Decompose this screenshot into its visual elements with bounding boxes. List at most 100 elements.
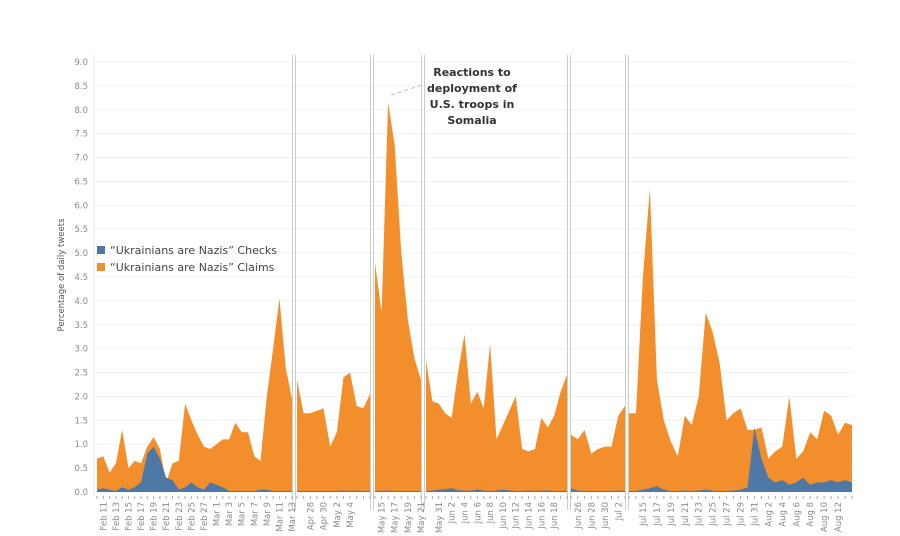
annotation: Reactions to deployment of U.S. troops i… — [427, 66, 517, 127]
x-tick-label: Feb 19 — [150, 502, 160, 531]
claims-area — [629, 188, 852, 492]
checks-area — [297, 490, 370, 492]
panel-3: May 15 May 17 May 19 May 21 — [374, 102, 427, 533]
x-tick-label: Jun 2 — [448, 502, 458, 524]
x-tick-label: Mar 7 — [250, 502, 260, 526]
x-tick-label: May 17 — [391, 502, 401, 533]
panel-1: Feb 11 Feb 13 Feb 15 Feb 17 Feb 19 Feb 21 Feb … — [96, 298, 298, 532]
x-tick-label: Jun 14 — [525, 502, 535, 530]
panel-6: Jul 15 Jul 17 Jul 19 Jul 21 Jul 23 Jul 25 Jul … — [628, 188, 853, 532]
legend-swatch-claims — [97, 263, 105, 271]
y-tick-label: 5.5 — [74, 225, 88, 235]
y-tick-label: 0.5 — [74, 464, 88, 474]
claims-area — [375, 102, 421, 492]
x-tick-label: Feb 17 — [137, 502, 147, 531]
x-tick-label: May 4 — [346, 502, 356, 528]
x-tick-label: Jun 6 — [473, 502, 483, 524]
x-tick-label: Aug 6 — [792, 502, 802, 527]
x-tick-label: Jul 15 — [639, 502, 649, 527]
x-tick-label: Aug 8 — [806, 502, 816, 527]
y-tick-label: 0.0 — [74, 488, 88, 498]
x-tick-label: Mar 5 — [238, 502, 248, 526]
checks-area — [629, 427, 852, 492]
x-tick-label: May 2 — [333, 502, 343, 528]
y-tick-label: 8.0 — [74, 106, 88, 116]
y-tick-label: 6.5 — [74, 177, 88, 187]
y-tick-label: 4.5 — [74, 273, 88, 283]
x-tick-label: Jun 16 — [537, 502, 547, 530]
gridlines — [93, 55, 854, 496]
x-tick-label: Jul 31 — [750, 502, 760, 527]
x-tick-label: Jun 30 — [601, 502, 611, 530]
x-tick-label: Feb 15 — [124, 502, 134, 531]
x-tick-label: Apr 28 — [306, 502, 316, 530]
y-axis-ticks: 0.0 0.5 1.0 1.5 2.0 2.5 3.0 3.5 4.0 4.5 5.0 5.5 6.0 6… — [74, 58, 88, 498]
x-tick-label: Jun 18 — [550, 502, 560, 530]
legend-label-checks: “Ukrainians are Nazis” Checks — [110, 244, 277, 257]
checks-area — [97, 446, 292, 492]
x-tick-label: Jul 19 — [667, 502, 677, 527]
x-tick-label: Jun 10 — [499, 502, 509, 530]
y-axis-label: Percentage of daily tweets — [57, 218, 67, 332]
claims-area — [426, 334, 567, 492]
y-tick-label: 8.5 — [74, 82, 88, 92]
x-tick-label: Aug 10 — [820, 502, 830, 532]
x-tick-label: Jun 8 — [486, 502, 496, 524]
x-tick-label: Jul 25 — [709, 502, 719, 527]
claims-area — [97, 298, 292, 492]
x-tick-label: Jun 26 — [574, 502, 584, 530]
y-tick-label: 7.5 — [74, 130, 88, 140]
x-tick-label: Mar 11 — [275, 502, 285, 532]
legend: “Ukrainians are Nazis” Checks “Ukrainian… — [97, 244, 277, 274]
y-tick-label: 3.0 — [74, 345, 88, 355]
x-tick-label: Feb 25 — [187, 502, 197, 531]
x-tick-label: Jul 27 — [723, 502, 733, 527]
x-tick-label: Feb 21 — [162, 502, 172, 531]
x-tick-label: Jun 12 — [512, 502, 522, 530]
checks-area — [571, 488, 625, 492]
legend-swatch-checks — [97, 246, 105, 254]
panels: Feb 11 Feb 13 Feb 15 Feb 17 Feb 19 Feb 21 Feb … — [96, 55, 853, 533]
panel-4: May 31 Jun 2 Jun 4 Jun 6 Jun 8 Jun 10 Jun 12 Ju… — [425, 334, 568, 533]
x-tick-label: Mar 1 — [213, 502, 223, 526]
checks-area — [375, 490, 421, 492]
panel-5: Jun 26 Jun 28 Jun 30 Jul 2 — [570, 406, 626, 530]
x-tick-label: Mar 13 — [288, 502, 298, 532]
legend-label-claims: “Ukrainians are Nazis” Claims — [110, 261, 275, 274]
y-tick-label: 7.0 — [74, 154, 88, 164]
x-tick-label: Mar 9 — [263, 502, 273, 526]
panel-2: Apr 28 Apr 30 May 2 May 4 — [296, 372, 371, 530]
x-tick-label: Feb 13 — [112, 502, 122, 531]
x-tick-label: Jun 28 — [587, 502, 597, 530]
annotation-leader-line — [390, 84, 423, 96]
x-tick-label: Feb 23 — [175, 502, 185, 531]
annotation-line-2: deployment of — [427, 82, 517, 95]
y-tick-label: 3.5 — [74, 321, 88, 331]
x-tick-label: Aug 4 — [778, 502, 788, 527]
x-tick-label: Mar 3 — [225, 502, 235, 526]
annotation-line-3: U.S. troops in — [430, 98, 515, 111]
annotation-line-4: Somalia — [447, 114, 496, 127]
claims-area — [297, 372, 370, 492]
x-tick-label: Aug 2 — [764, 502, 774, 527]
x-tick-label: Jul 23 — [695, 502, 705, 527]
claims-area — [571, 406, 625, 492]
x-tick-label: Jun 4 — [460, 502, 470, 524]
y-tick-label: 9.0 — [74, 58, 88, 68]
x-tick-label: Jul 21 — [681, 502, 691, 527]
x-tick-label: Apr 30 — [320, 502, 330, 530]
x-tick-label: May 19 — [404, 502, 414, 533]
y-tick-label: 4.0 — [74, 297, 88, 307]
y-tick-label: 1.0 — [74, 440, 88, 450]
x-tick-label: May 15 — [378, 502, 388, 533]
x-tick-label: Aug 12 — [834, 502, 844, 532]
annotation-line-1: Reactions to — [433, 66, 511, 79]
x-tick-label: May 31 — [435, 502, 445, 533]
y-tick-label: 1.5 — [74, 416, 88, 426]
x-tick-label: May 21 — [417, 502, 427, 533]
y-tick-label: 6.0 — [74, 201, 88, 211]
x-tick-label: Jul 17 — [653, 502, 663, 527]
x-tick-label: Jul 2 — [614, 502, 624, 521]
x-tick-label: Feb 11 — [99, 502, 109, 531]
